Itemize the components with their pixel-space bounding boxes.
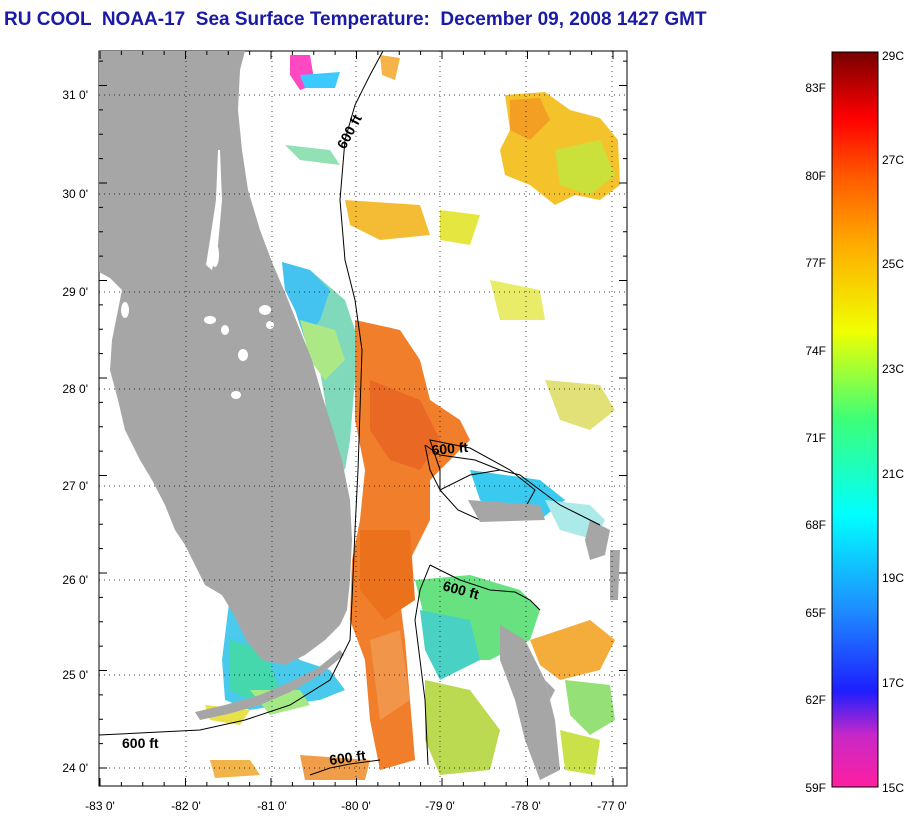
lon-tick-78: -78 0'	[511, 799, 541, 813]
cb-f-71: 71F	[805, 431, 826, 445]
map-panel: 600 ft 600 ft 600 ft 600 ft 600 ft 31 0'…	[62, 50, 628, 813]
cb-c-27: 27C	[882, 153, 904, 167]
colorbar-celsius-labels: 29C 27C 25C 23C 21C 19C 17C 15C	[882, 49, 904, 795]
map-title: RU COOL NOAA-17 Sea Surface Temperature:…	[4, 9, 707, 30]
lat-tick-27: 27 0'	[62, 479, 88, 493]
cb-f-77: 77F	[805, 256, 826, 270]
cb-f-74: 74F	[805, 344, 826, 358]
lon-tick-82: -82 0'	[171, 799, 201, 813]
lat-tick-24: 24 0'	[62, 761, 88, 775]
lat-tick-29: 29 0'	[62, 285, 88, 299]
cb-c-23: 23C	[882, 362, 904, 376]
colorbar-fahrenheit-labels: 83F 80F 77F 74F 71F 68F 65F 62F 59F	[805, 81, 826, 795]
cb-f-68: 68F	[805, 518, 826, 532]
latitude-axis: 31 0' 30 0' 29 0' 28 0' 27 0' 26 0' 25 0…	[62, 88, 88, 775]
lon-tick-79: -79 0'	[425, 799, 455, 813]
cb-c-21: 21C	[882, 467, 904, 481]
lat-tick-26: 26 0'	[62, 573, 88, 587]
axis-ticks	[99, 51, 627, 786]
longitude-axis: -83 0' -82 0' -81 0' -80 0' -79 0' -78 0…	[85, 799, 627, 813]
inland-lakes	[121, 150, 274, 399]
bahamas-islands	[429, 439, 620, 780]
lon-tick-81: -81 0'	[257, 799, 287, 813]
cb-f-59: 59F	[805, 781, 826, 795]
cb-f-83: 83F	[805, 81, 826, 95]
colorbar: 83F 80F 77F 74F 71F 68F 65F 62F 59F 29C …	[805, 49, 904, 795]
map-grid	[99, 51, 627, 786]
isobath-label-west: 600 ft	[122, 735, 159, 751]
cb-f-62: 62F	[805, 693, 826, 707]
sst-data-layer	[205, 55, 620, 780]
isobath-label-bahamas: 600 ft	[431, 439, 469, 458]
cb-c-17: 17C	[882, 676, 904, 690]
florida-keys	[195, 650, 344, 720]
isobath-lines	[99, 51, 601, 776]
lon-tick-83: -83 0'	[85, 799, 115, 813]
florida-landmass	[99, 51, 352, 665]
cb-f-65: 65F	[805, 606, 826, 620]
cb-c-29: 29C	[882, 49, 904, 63]
cb-f-80: 80F	[805, 169, 826, 183]
lon-tick-80: -80 0'	[341, 799, 371, 813]
lat-tick-28: 28 0'	[62, 382, 88, 396]
lon-tick-77: -77 0'	[597, 799, 627, 813]
colorbar-gradient	[831, 51, 879, 788]
cb-c-19: 19C	[882, 571, 904, 585]
lat-tick-31: 31 0'	[62, 88, 88, 102]
cb-c-15: 15C	[882, 781, 904, 795]
lat-tick-25: 25 0'	[62, 668, 88, 682]
isobath-label-south: 600 ft	[328, 747, 367, 768]
cb-c-25: 25C	[882, 257, 904, 271]
lat-tick-30: 30 0'	[62, 187, 88, 201]
